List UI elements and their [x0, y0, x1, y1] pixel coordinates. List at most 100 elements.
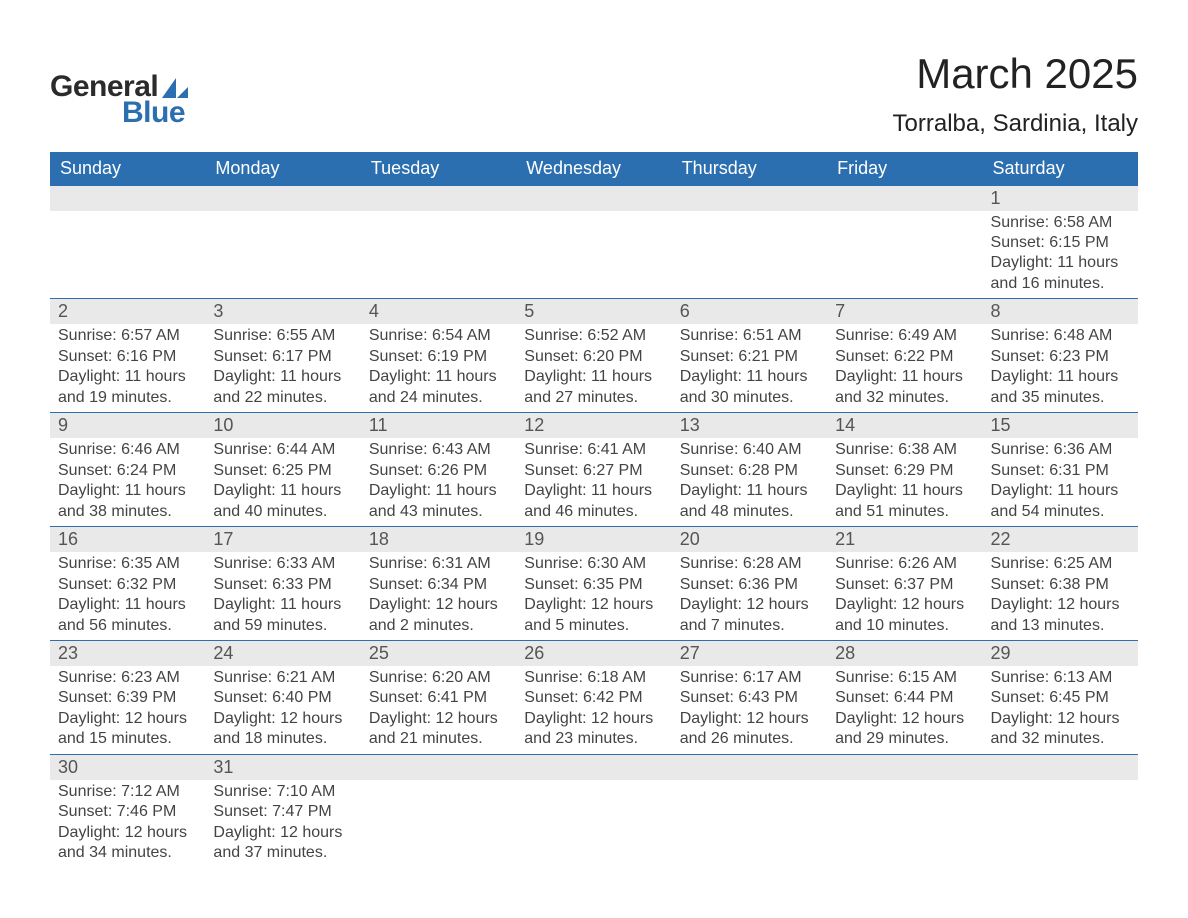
daylight-line-2: and 43 minutes. [369, 502, 508, 522]
day-details: Sunrise: 6:41 AMSunset: 6:27 PMDaylight:… [516, 438, 671, 526]
daylight-line-1: Daylight: 12 hours [835, 595, 974, 615]
daylight-line-2: and 35 minutes. [991, 388, 1130, 408]
day-details: Sunrise: 6:35 AMSunset: 6:32 PMDaylight:… [50, 552, 205, 640]
sunrise-line: Sunrise: 6:46 AM [58, 440, 197, 460]
day-number-band-empty [672, 755, 827, 780]
sunset-line: Sunset: 6:25 PM [213, 461, 352, 481]
daylight-line-1: Daylight: 11 hours [58, 595, 197, 615]
daylight-line-2: and 40 minutes. [213, 502, 352, 522]
month-title: March 2025 [893, 50, 1138, 98]
day-number: 20 [672, 527, 827, 552]
daylight-line-1: Daylight: 11 hours [680, 367, 819, 387]
daylight-line-1: Daylight: 11 hours [991, 367, 1130, 387]
day-number: 12 [516, 413, 671, 438]
sunset-line: Sunset: 6:28 PM [680, 461, 819, 481]
sunrise-line: Sunrise: 6:18 AM [524, 668, 663, 688]
daylight-line-2: and 23 minutes. [524, 729, 663, 749]
day-number: 17 [205, 527, 360, 552]
day-number: 7 [827, 299, 982, 324]
daylight-line-1: Daylight: 12 hours [680, 595, 819, 615]
daylight-line-2: and 59 minutes. [213, 616, 352, 636]
day-number: 22 [983, 527, 1138, 552]
daylight-line-2: and 10 minutes. [835, 616, 974, 636]
sunrise-line: Sunrise: 6:23 AM [58, 668, 197, 688]
day-cell: 30Sunrise: 7:12 AMSunset: 7:46 PMDayligh… [50, 754, 205, 867]
day-cell: 1Sunrise: 6:58 AMSunset: 6:15 PMDaylight… [983, 186, 1138, 299]
header-row: General Blue March 2025 Torralba, Sardin… [50, 50, 1138, 144]
daylight-line-2: and 30 minutes. [680, 388, 819, 408]
daylight-line-1: Daylight: 11 hours [213, 481, 352, 501]
day-cell: 28Sunrise: 6:15 AMSunset: 6:44 PMDayligh… [827, 641, 982, 755]
day-number: 9 [50, 413, 205, 438]
sunrise-line: Sunrise: 6:13 AM [991, 668, 1130, 688]
day-number: 21 [827, 527, 982, 552]
sunrise-line: Sunrise: 6:21 AM [213, 668, 352, 688]
sunrise-line: Sunrise: 6:52 AM [524, 326, 663, 346]
sunset-line: Sunset: 6:34 PM [369, 575, 508, 595]
day-details: Sunrise: 6:31 AMSunset: 6:34 PMDaylight:… [361, 552, 516, 640]
sunset-line: Sunset: 6:36 PM [680, 575, 819, 595]
daylight-line-1: Daylight: 12 hours [369, 709, 508, 729]
daylight-line-2: and 54 minutes. [991, 502, 1130, 522]
day-cell: 23Sunrise: 6:23 AMSunset: 6:39 PMDayligh… [50, 641, 205, 755]
sunrise-line: Sunrise: 6:30 AM [524, 554, 663, 574]
daylight-line-1: Daylight: 11 hours [213, 367, 352, 387]
sunset-line: Sunset: 6:19 PM [369, 347, 508, 367]
day-cell [205, 186, 360, 299]
day-cell: 5Sunrise: 6:52 AMSunset: 6:20 PMDaylight… [516, 299, 671, 413]
day-number: 1 [983, 186, 1138, 211]
calendar-table: Sunday Monday Tuesday Wednesday Thursday… [50, 152, 1138, 868]
daylight-line-2: and 2 minutes. [369, 616, 508, 636]
daylight-line-2: and 16 minutes. [991, 274, 1130, 294]
day-number: 8 [983, 299, 1138, 324]
day-details: Sunrise: 6:23 AMSunset: 6:39 PMDaylight:… [50, 666, 205, 754]
daylight-line-1: Daylight: 12 hours [58, 823, 197, 843]
weekday-header: Tuesday [361, 152, 516, 186]
daylight-line-2: and 22 minutes. [213, 388, 352, 408]
day-cell [50, 186, 205, 299]
day-details: Sunrise: 6:48 AMSunset: 6:23 PMDaylight:… [983, 324, 1138, 412]
daylight-line-1: Daylight: 11 hours [835, 481, 974, 501]
sunrise-line: Sunrise: 6:40 AM [680, 440, 819, 460]
daylight-line-1: Daylight: 12 hours [991, 709, 1130, 729]
daylight-line-1: Daylight: 12 hours [369, 595, 508, 615]
day-cell: 15Sunrise: 6:36 AMSunset: 6:31 PMDayligh… [983, 413, 1138, 527]
weekday-header: Sunday [50, 152, 205, 186]
weekday-header: Saturday [983, 152, 1138, 186]
weekday-header-row: Sunday Monday Tuesday Wednesday Thursday… [50, 152, 1138, 186]
day-details: Sunrise: 6:26 AMSunset: 6:37 PMDaylight:… [827, 552, 982, 640]
sunrise-line: Sunrise: 6:44 AM [213, 440, 352, 460]
title-block: March 2025 Torralba, Sardinia, Italy [893, 50, 1138, 144]
daylight-line-2: and 27 minutes. [524, 388, 663, 408]
day-number: 4 [361, 299, 516, 324]
daylight-line-2: and 32 minutes. [991, 729, 1130, 749]
daylight-line-1: Daylight: 11 hours [58, 367, 197, 387]
day-number: 14 [827, 413, 982, 438]
day-details: Sunrise: 7:10 AMSunset: 7:47 PMDaylight:… [205, 780, 360, 868]
sunset-line: Sunset: 6:33 PM [213, 575, 352, 595]
day-cell: 6Sunrise: 6:51 AMSunset: 6:21 PMDaylight… [672, 299, 827, 413]
daylight-line-2: and 26 minutes. [680, 729, 819, 749]
sunrise-line: Sunrise: 7:12 AM [58, 782, 197, 802]
day-cell [516, 754, 671, 867]
daylight-line-1: Daylight: 12 hours [213, 709, 352, 729]
day-number-band-empty [361, 186, 516, 211]
day-details: Sunrise: 6:57 AMSunset: 6:16 PMDaylight:… [50, 324, 205, 412]
day-details: Sunrise: 6:30 AMSunset: 6:35 PMDaylight:… [516, 552, 671, 640]
sunrise-line: Sunrise: 6:31 AM [369, 554, 508, 574]
sunset-line: Sunset: 6:16 PM [58, 347, 197, 367]
daylight-line-1: Daylight: 11 hours [58, 481, 197, 501]
sunrise-line: Sunrise: 6:15 AM [835, 668, 974, 688]
day-details: Sunrise: 6:38 AMSunset: 6:29 PMDaylight:… [827, 438, 982, 526]
daylight-line-2: and 38 minutes. [58, 502, 197, 522]
sunset-line: Sunset: 6:26 PM [369, 461, 508, 481]
daylight-line-1: Daylight: 12 hours [991, 595, 1130, 615]
day-cell: 3Sunrise: 6:55 AMSunset: 6:17 PMDaylight… [205, 299, 360, 413]
sunrise-line: Sunrise: 6:54 AM [369, 326, 508, 346]
day-cell: 22Sunrise: 6:25 AMSunset: 6:38 PMDayligh… [983, 527, 1138, 641]
daylight-line-1: Daylight: 11 hours [213, 595, 352, 615]
sunset-line: Sunset: 7:46 PM [58, 802, 197, 822]
sunset-line: Sunset: 6:21 PM [680, 347, 819, 367]
day-cell [827, 186, 982, 299]
day-cell: 19Sunrise: 6:30 AMSunset: 6:35 PMDayligh… [516, 527, 671, 641]
